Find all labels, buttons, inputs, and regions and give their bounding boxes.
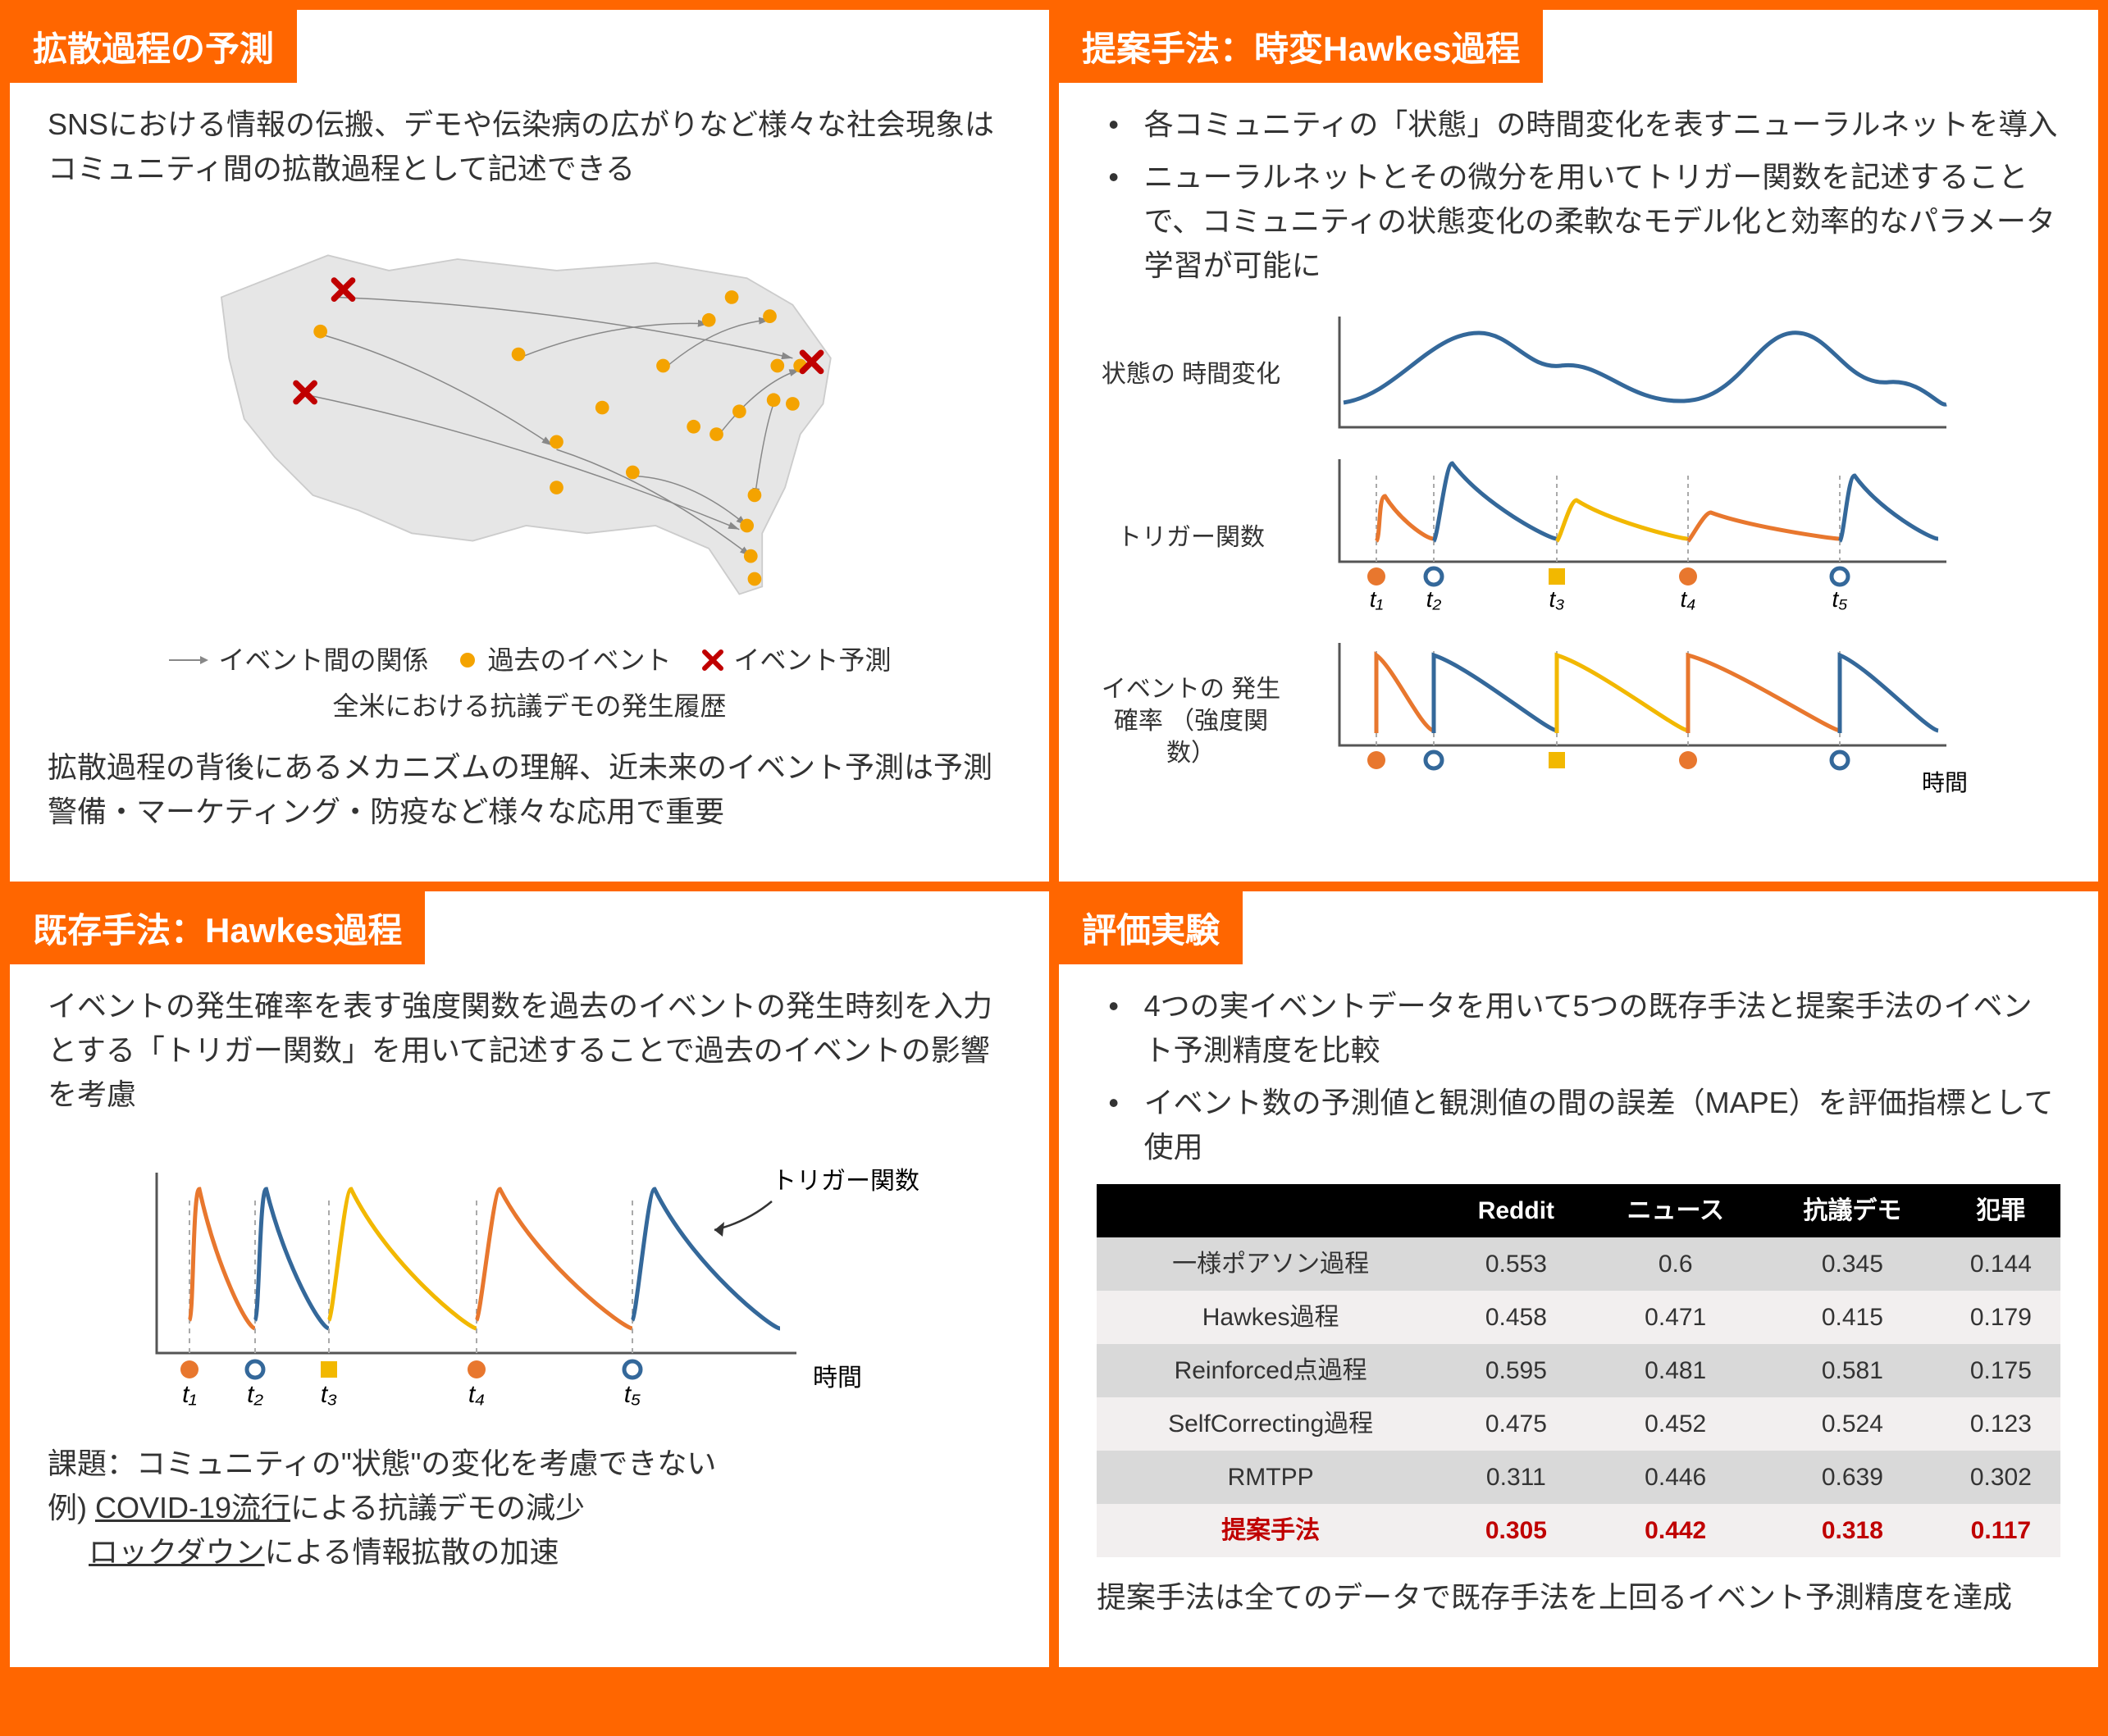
- svg-text:t₄: t₄: [1680, 586, 1695, 612]
- table-row: RMTPP0.3110.4460.6390.302: [1097, 1451, 2060, 1504]
- svg-text:t₁: t₁: [1370, 586, 1384, 612]
- chart-label: イベントの 発生確率 （強度関数）: [1097, 673, 1285, 769]
- chart-svg: 時間: [1298, 631, 1971, 811]
- intro-text: SNSにおける情報の伝搬、デモや伝染病の広がりなど様々な社会現象はコミュニティ間…: [48, 103, 1011, 191]
- panel-diffusion: 拡散過程の予測 SNSにおける情報の伝搬、デモや伝染病の広がりなど様々な社会現象…: [10, 10, 1049, 882]
- svg-text:t₃: t₃: [1549, 586, 1565, 612]
- intro-text: イベントの発生確率を表す強度関数を過去のイベントの発生時刻を入力とする「トリガー…: [48, 984, 1011, 1117]
- outro-text: 提案手法は全てのデータで既存手法を上回るイベント予測精度を達成: [1097, 1575, 2060, 1620]
- legend-pred-label: イベント予測: [734, 640, 892, 680]
- table-header: 抗議デモ: [1764, 1184, 1941, 1237]
- us-map-diagram: [99, 206, 960, 632]
- bullet-item: イベント数の予測値と観測値の間の誤差（MAPE）を評価指標として使用: [1097, 1081, 2060, 1169]
- svg-text:トリガー関数: トリガー関数: [772, 1168, 919, 1195]
- issue-text: 課題：コミュニティの"状態"の変化を考慮できない 例) COVID-19流行によ…: [48, 1442, 1011, 1574]
- legend-past-label: 過去のイベント: [487, 640, 671, 680]
- legend-relation-label: イベント間の関係: [218, 640, 428, 680]
- svg-text:t₄: t₄: [468, 1381, 484, 1408]
- svg-text:t₃: t₃: [320, 1381, 336, 1408]
- panel-title: 評価実験: [1059, 891, 1243, 964]
- legend-relation: イベント間の関係: [167, 640, 428, 680]
- svg-text:時間: 時間: [1922, 770, 1968, 795]
- svg-text:t₂: t₂: [1426, 586, 1442, 612]
- svg-text:t₁: t₁: [182, 1381, 197, 1408]
- poster-grid: 拡散過程の予測 SNSにおける情報の伝搬、デモや伝染病の広がりなど様々な社会現象…: [10, 10, 2098, 1667]
- map-caption: 全米における抗議デモの発生履歴: [48, 686, 1011, 726]
- chart-label: 状態の 時間変化: [1097, 358, 1285, 390]
- legend-past: 過去のイベント: [458, 640, 671, 680]
- table-header: [1097, 1184, 1444, 1237]
- table-row: Reinforced点過程0.5950.4810.5810.175: [1097, 1344, 2060, 1397]
- chart-svg: t₁ t₂ t₃ t₄ t₅: [1298, 447, 1971, 627]
- panel-title: 既存手法：Hawkes過程: [10, 891, 425, 964]
- chart-svg: [1298, 304, 1971, 444]
- proposed-diagrams: 状態の 時間変化トリガー関数 t₁ t₂ t₃ t₄ t₅ イベントの 発生確率 （強度関数…: [1097, 304, 2060, 811]
- bullet-list: 4つの実イベントデータを用いて5つの既存手法と提案手法のイベント予測精度を比較 …: [1097, 984, 2060, 1169]
- panel-eval: 評価実験 4つの実イベントデータを用いて5つの既存手法と提案手法のイベント予測精…: [1059, 891, 2098, 1667]
- table-row: Hawkes過程0.4580.4710.4150.179: [1097, 1291, 2060, 1344]
- chart-label: トリガー関数: [1097, 522, 1285, 554]
- table-header: 犯罪: [1941, 1184, 2060, 1237]
- bullet-item: ニューラルネットとその微分を用いてトリガー関数を記述することで、コミュニティの状…: [1097, 155, 2060, 288]
- table-row: 一様ポアソン過程0.5530.60.3450.144: [1097, 1237, 2060, 1291]
- panel-proposed: 提案手法：時変Hawkes過程 各コミュニティの「状態」の時間変化を表すニューラ…: [1059, 10, 2098, 882]
- svg-text:t₅: t₅: [623, 1381, 640, 1408]
- table-header: ニュース: [1588, 1184, 1764, 1237]
- trigger-chart: t₁ t₂ t₃ t₄ t₅ 時間 トリガー関数: [99, 1132, 960, 1427]
- svg-text:t₅: t₅: [1832, 586, 1847, 612]
- map-legend: イベント間の関係 過去のイベント イベント予測: [48, 640, 1011, 680]
- bullet-item: 各コミュニティの「状態」の時間変化を表すニューラルネットを導入: [1097, 103, 2060, 147]
- panel-hawkes: 既存手法：Hawkes過程 イベントの発生確率を表す強度関数を過去のイベントの発…: [10, 891, 1049, 1667]
- legend-pred: イベント予測: [701, 640, 892, 680]
- panel-title: 拡散過程の予測: [10, 10, 297, 83]
- results-table: Redditニュース抗議デモ犯罪一様ポアソン過程0.5530.60.3450.1…: [1097, 1184, 2060, 1557]
- bullet-list: 各コミュニティの「状態」の時間変化を表すニューラルネットを導入 ニューラルネット…: [1097, 103, 2060, 288]
- table-header: Reddit: [1444, 1184, 1587, 1237]
- outro-text: 拡散過程の背後にあるメカニズムの理解、近未来のイベント予測は予測警備・マーケティ…: [48, 745, 1011, 834]
- table-row: 提案手法0.3050.4420.3180.117: [1097, 1504, 2060, 1557]
- bullet-item: 4つの実イベントデータを用いて5つの既存手法と提案手法のイベント予測精度を比較: [1097, 984, 2060, 1073]
- svg-text:時間: 時間: [813, 1365, 862, 1392]
- panel-title: 提案手法：時変Hawkes過程: [1059, 10, 1543, 83]
- table-row: SelfCorrecting過程0.4750.4520.5240.123: [1097, 1397, 2060, 1451]
- svg-text:t₂: t₂: [247, 1381, 263, 1408]
